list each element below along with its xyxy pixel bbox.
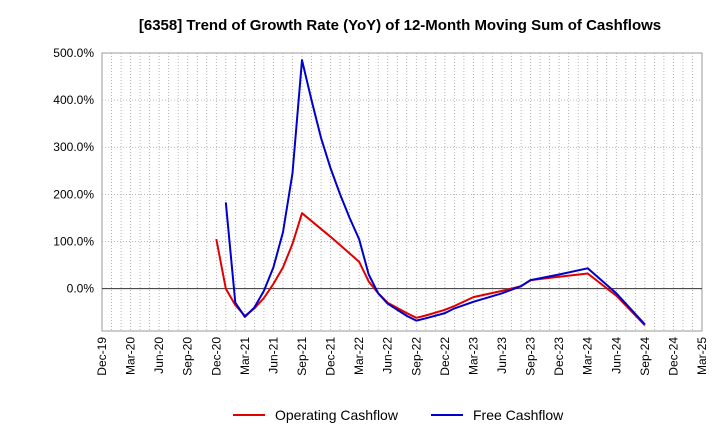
x-tick-label: Mar-24 bbox=[581, 337, 595, 375]
y-tick-label: 300.0% bbox=[53, 140, 94, 154]
x-tick-label: Mar-25 bbox=[695, 337, 709, 375]
x-tick-label: Sep-23 bbox=[524, 337, 538, 376]
axes: 0.0% 100.0% 200.0% 300.0% 400.0% 500.0% Dec-19… bbox=[53, 46, 709, 376]
y-tick-label: 100.0% bbox=[53, 234, 94, 248]
x-tick-label: Jun-22 bbox=[381, 337, 395, 374]
x-tick-label: Jun-21 bbox=[266, 337, 280, 374]
chart-title: [6358] Trend of Growth Rate (YoY) of 12-… bbox=[139, 17, 661, 34]
legend: Operating Cashflow Free Cashflow bbox=[233, 407, 564, 423]
y-tick-label: 400.0% bbox=[53, 93, 94, 107]
free-cashflow-legend-label: Free Cashflow bbox=[473, 407, 564, 423]
x-tick-label: Dec-23 bbox=[552, 337, 566, 376]
x-tick-label: Sep-22 bbox=[409, 337, 423, 376]
x-tick-label: Sep-21 bbox=[295, 337, 309, 376]
x-tick-label: Jun-24 bbox=[609, 337, 623, 374]
x-tick-label: Dec-21 bbox=[324, 337, 338, 376]
series-lines bbox=[215, 59, 646, 326]
x-tick-label: Sep-20 bbox=[181, 337, 195, 376]
gridlines bbox=[101, 52, 703, 332]
x-tick-label: Dec-22 bbox=[438, 337, 452, 376]
x-tick-label: Sep-24 bbox=[638, 337, 652, 376]
x-tick-label: Dec-19 bbox=[95, 337, 109, 376]
x-tick-label: Mar-21 bbox=[238, 337, 252, 375]
x-tick-label: Jun-20 bbox=[152, 337, 166, 374]
y-tick-label: 500.0% bbox=[53, 46, 94, 60]
x-tick-label: Mar-20 bbox=[124, 337, 138, 375]
x-tick-label: Dec-20 bbox=[209, 337, 223, 376]
y-tick-label: 0.0% bbox=[67, 282, 95, 296]
free-cashflow-line bbox=[224, 59, 646, 326]
x-tick-label: Jun-23 bbox=[495, 337, 509, 374]
operating-cashflow-legend-label: Operating Cashflow bbox=[275, 407, 399, 423]
x-tick-label: Mar-23 bbox=[466, 337, 480, 375]
x-tick-label: Mar-22 bbox=[352, 337, 366, 375]
x-tick-label: Dec-24 bbox=[666, 337, 680, 376]
y-tick-label: 200.0% bbox=[53, 187, 94, 201]
